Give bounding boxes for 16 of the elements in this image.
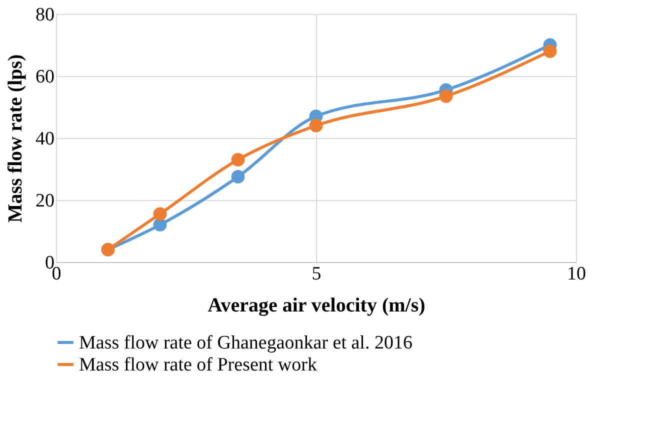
y-tick-label: 40 [36,128,54,150]
point [231,153,245,166]
point [231,170,245,184]
point [543,44,557,58]
y-tick-label: 60 [36,66,54,88]
x-tick-label: 5 [312,264,322,284]
y-tick-label: 20 [36,190,54,212]
x-axis-title: Average air velocity (m/s) [208,294,426,316]
legend-label: Mass flow rate of Present work [79,354,318,376]
legend-label: Mass flow rate of Ghanegaonkar et al. 2016 [79,332,412,354]
x-tick-label: 10 [567,264,586,284]
y-tick-label: 80 [36,4,54,26]
y-axis-title: Mass flow rate (lps) [4,54,26,223]
point [153,207,167,221]
point [309,118,323,132]
point [439,89,453,103]
